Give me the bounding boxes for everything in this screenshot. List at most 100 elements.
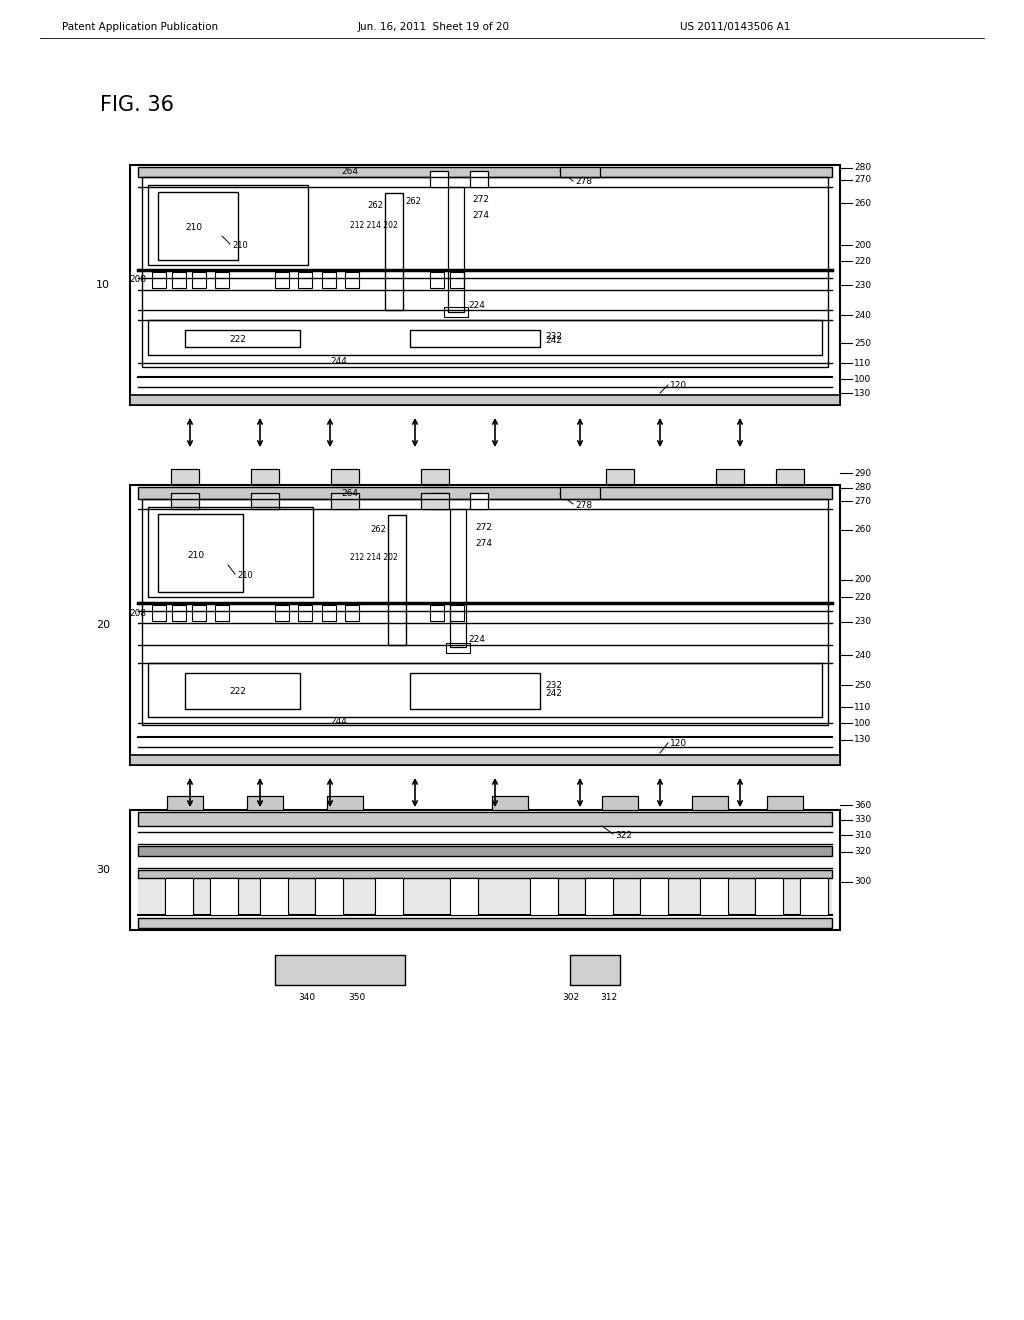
Text: 260: 260 (854, 525, 871, 535)
Bar (251, 469, 279, 484)
Bar (449, 187, 464, 312)
Text: 230: 230 (854, 281, 871, 289)
Text: 210: 210 (232, 240, 248, 249)
Bar (315, 878, 343, 915)
Text: 250: 250 (854, 681, 871, 689)
Text: 272: 272 (475, 523, 492, 532)
Text: 244: 244 (330, 717, 347, 726)
Text: 280: 280 (854, 164, 871, 173)
Bar (450, 272, 464, 288)
Text: 220: 220 (854, 256, 871, 265)
Text: 272: 272 (472, 195, 489, 205)
Bar (172, 605, 186, 620)
Bar (530, 878, 558, 915)
Bar (692, 796, 728, 810)
Bar (148, 663, 822, 717)
Bar (450, 878, 478, 915)
Bar (560, 487, 600, 499)
Text: Jun. 16, 2011  Sheet 19 of 20: Jun. 16, 2011 Sheet 19 of 20 (358, 22, 510, 32)
Bar (275, 605, 289, 620)
Text: 262: 262 (370, 525, 386, 535)
Text: Patent Application Publication: Patent Application Publication (62, 22, 218, 32)
Bar (430, 605, 444, 620)
Bar (130, 395, 840, 405)
Bar (260, 878, 288, 915)
Text: 322: 322 (615, 830, 632, 840)
Bar (385, 193, 403, 310)
Bar (492, 796, 528, 810)
Bar (450, 510, 466, 647)
Bar (260, 878, 288, 915)
Text: 278: 278 (575, 500, 592, 510)
Bar (152, 605, 166, 620)
Bar (388, 515, 406, 645)
Text: 320: 320 (854, 847, 871, 857)
Bar (138, 168, 831, 177)
Text: 350: 350 (348, 994, 366, 1002)
Bar (602, 796, 638, 810)
Text: 224: 224 (468, 635, 485, 644)
Bar (247, 796, 283, 810)
Text: 300: 300 (854, 878, 871, 887)
Text: 30: 30 (96, 865, 110, 875)
Bar (171, 492, 199, 510)
Text: 100: 100 (854, 718, 871, 727)
Bar (172, 272, 186, 288)
Text: 264: 264 (341, 488, 358, 498)
Bar (185, 330, 300, 347)
Bar (130, 484, 840, 766)
Bar (470, 492, 488, 510)
Bar (298, 272, 312, 288)
Bar (251, 492, 279, 510)
Text: 220: 220 (854, 593, 871, 602)
Text: 270: 270 (854, 176, 871, 185)
Bar (165, 878, 193, 915)
Text: 232: 232 (545, 681, 562, 690)
Bar (585, 878, 613, 915)
Text: 312: 312 (600, 994, 617, 1002)
Bar (640, 878, 668, 915)
Bar (570, 954, 620, 985)
Text: 242: 242 (545, 689, 562, 698)
Bar (585, 878, 613, 915)
Bar (322, 605, 336, 620)
Bar (450, 878, 478, 915)
Text: 130: 130 (854, 735, 871, 744)
Bar (138, 870, 831, 878)
Text: 270: 270 (854, 496, 871, 506)
Text: 224: 224 (468, 301, 485, 309)
Text: 120: 120 (670, 738, 687, 747)
Text: 240: 240 (854, 310, 871, 319)
Bar (776, 469, 804, 484)
Text: 10: 10 (96, 280, 110, 290)
Bar (444, 308, 468, 317)
Text: 262: 262 (406, 197, 421, 206)
Text: 262: 262 (368, 201, 383, 210)
Bar (450, 605, 464, 620)
Bar (138, 812, 831, 826)
Bar (138, 487, 831, 499)
Bar (410, 330, 540, 347)
Text: 200: 200 (854, 240, 871, 249)
Text: 222: 222 (229, 334, 247, 343)
Text: 100: 100 (854, 375, 871, 384)
Bar (446, 643, 470, 653)
Text: 242: 242 (545, 335, 562, 345)
Text: 232: 232 (545, 333, 562, 342)
Bar (210, 878, 238, 915)
Text: 330: 330 (854, 816, 871, 825)
Text: 208: 208 (129, 609, 146, 618)
Bar (275, 954, 406, 985)
Bar (345, 605, 359, 620)
Bar (130, 810, 840, 931)
Bar (215, 605, 229, 620)
Bar (421, 492, 449, 510)
Bar (640, 878, 668, 915)
Text: 200: 200 (854, 576, 871, 585)
Text: US 2011/0143506 A1: US 2011/0143506 A1 (680, 22, 791, 32)
Bar (470, 172, 488, 187)
Text: 310: 310 (854, 830, 871, 840)
Text: 212 214 202: 212 214 202 (350, 553, 397, 561)
Text: 302: 302 (562, 994, 580, 1002)
Text: 244: 244 (330, 356, 347, 366)
